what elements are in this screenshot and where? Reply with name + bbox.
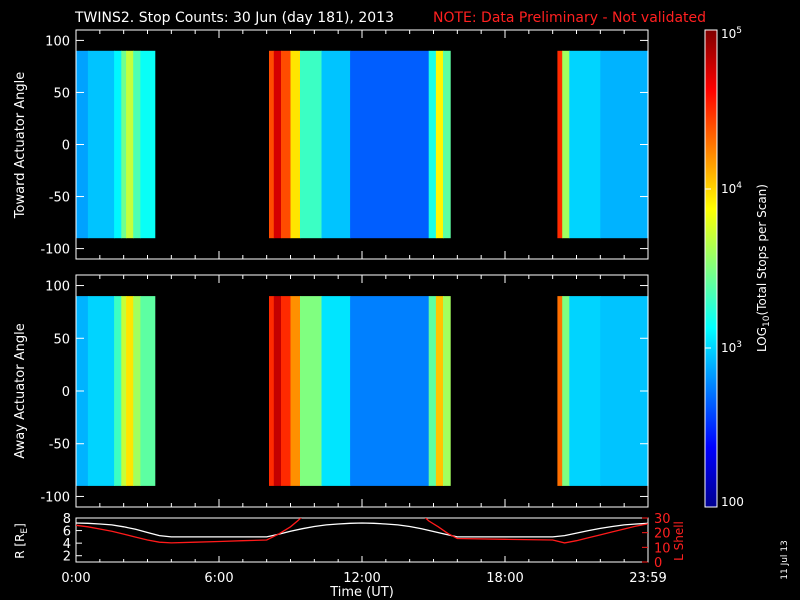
toward-ytick-label-1: 50 — [53, 86, 70, 101]
away-band-17 — [557, 296, 563, 486]
radius-tick-label-2: 4 — [63, 537, 71, 552]
toward-band-12 — [321, 50, 351, 239]
toward-band-5 — [133, 50, 141, 239]
radius-tick-label-3: 2 — [63, 550, 71, 565]
toward-heatmap-cells — [76, 50, 649, 239]
time-tick-label-1: 6:00 — [204, 571, 233, 586]
away-band-15 — [435, 296, 444, 486]
toward-panel: 100 50 0 -50 -100 Toward Actuator Angle — [13, 29, 649, 260]
time-tick-label-4: 23:59 — [629, 571, 666, 586]
toward-axes: 100 50 0 -50 -100 — [40, 30, 649, 259]
radius-axis-label: R [RE] — [13, 523, 30, 559]
l-shell-line — [76, 518, 648, 544]
time-tick-label-3: 18:00 — [486, 571, 523, 586]
toward-band-14 — [428, 50, 437, 239]
toward-band-1 — [87, 50, 115, 239]
away-band-7 — [269, 296, 275, 486]
toward-ytick-label-4: -100 — [40, 243, 70, 258]
away-axes: 100 50 0 -50 -100 — [40, 275, 649, 507]
toward-band-13 — [350, 50, 430, 239]
radius-tick-label-0: 8 — [63, 512, 71, 527]
time-tick-label-0: 0:00 — [61, 571, 90, 586]
colorbar-tick-exponent-0: 5 — [736, 26, 742, 36]
orbit-lines — [76, 518, 648, 544]
away-ytick-label-3: -50 — [49, 438, 70, 453]
toward-band-4 — [126, 50, 134, 239]
away-band-16 — [443, 296, 451, 486]
away-ytick-label-1: 50 — [53, 332, 70, 347]
toward-band-10 — [290, 50, 301, 239]
away-band-9 — [281, 296, 292, 486]
chart-title: TWINS2. Stop Counts: 30 Jun (day 181), 2… — [74, 10, 394, 26]
away-band-3 — [121, 296, 127, 486]
away-band-12 — [321, 296, 351, 486]
toward-band-17 — [557, 50, 563, 239]
away-band-5 — [133, 296, 141, 486]
away-ytick-label-2: 0 — [62, 385, 70, 400]
toward-y-axis-label: Toward Actuator Angle — [13, 72, 28, 219]
toward-band-6 — [140, 50, 156, 239]
toward-band-11 — [300, 50, 323, 239]
away-y-axis-label: Away Actuator Angle — [13, 323, 28, 458]
toward-band-9 — [281, 50, 292, 239]
l-shell-tick-label-1: 20 — [654, 527, 671, 542]
away-band-1 — [87, 296, 115, 486]
toward-band-18 — [562, 50, 570, 239]
l-shell-tick-label-2: 10 — [654, 541, 671, 556]
away-band-14 — [428, 296, 437, 486]
away-band-6 — [140, 296, 156, 486]
date-stamp: 11 Jul 13 — [780, 540, 790, 580]
radius-line — [76, 522, 648, 538]
away-band-10 — [290, 296, 301, 486]
away-band-4 — [126, 296, 134, 486]
away-band-11 — [300, 296, 323, 486]
time-tick-label-2: 12:00 — [343, 571, 380, 586]
toward-band-7 — [269, 50, 275, 239]
away-panel: 100 50 0 -50 -100 Away Actuator Angle — [13, 274, 649, 508]
colorbar-tick-base-1: 10 — [721, 182, 736, 196]
away-band-13 — [350, 296, 430, 486]
away-band-8 — [273, 296, 282, 486]
l-shell-tick-label-0: 30 — [654, 512, 671, 527]
toward-band-8 — [273, 50, 282, 239]
radius-tick-label-1: 6 — [63, 525, 71, 540]
away-ytick-label-0: 100 — [45, 280, 70, 295]
colorbar-tick-base-2: 10 — [721, 341, 736, 355]
away-band-19 — [569, 296, 601, 486]
toward-band-16 — [443, 50, 451, 239]
toward-ytick-label-2: 0 — [62, 139, 70, 154]
colorbar-tick-label-1: 104 — [721, 181, 742, 196]
colorbar-tick-label-2: 103 — [721, 340, 742, 355]
toward-ytick-label-3: -50 — [49, 191, 70, 206]
away-band-2 — [114, 296, 122, 486]
toward-band-2 — [114, 50, 122, 239]
colorbar-tick-label-0: 105 — [721, 26, 742, 41]
l-shell-tick-label-3: 0 — [654, 556, 662, 571]
away-ytick-label-4: -100 — [40, 490, 70, 505]
colorbar-tick-label-3: 100 — [721, 495, 744, 509]
colorbar-label: LOG10(Total Stops per Scan) — [755, 184, 772, 352]
colorbar-gradient — [704, 29, 718, 508]
colorbar-tick-exponent-2: 3 — [736, 340, 742, 350]
away-band-18 — [562, 296, 570, 486]
l-shell-axis-label: L Shell — [672, 521, 686, 561]
colorbar-tick-exponent-1: 4 — [736, 181, 742, 191]
toward-band-3 — [121, 50, 127, 239]
toward-band-15 — [435, 50, 444, 239]
toward-ytick-label-0: 100 — [45, 34, 70, 49]
colorbar-tick-base-3: 100 — [721, 495, 744, 509]
time-axis-label: Time (UT) — [329, 585, 394, 600]
toward-band-19 — [569, 50, 601, 239]
away-heatmap-cells — [76, 296, 649, 486]
preliminary-note: NOTE: Data Preliminary - Not validated — [433, 10, 706, 26]
colorbar-tick-base-0: 10 — [721, 27, 736, 41]
